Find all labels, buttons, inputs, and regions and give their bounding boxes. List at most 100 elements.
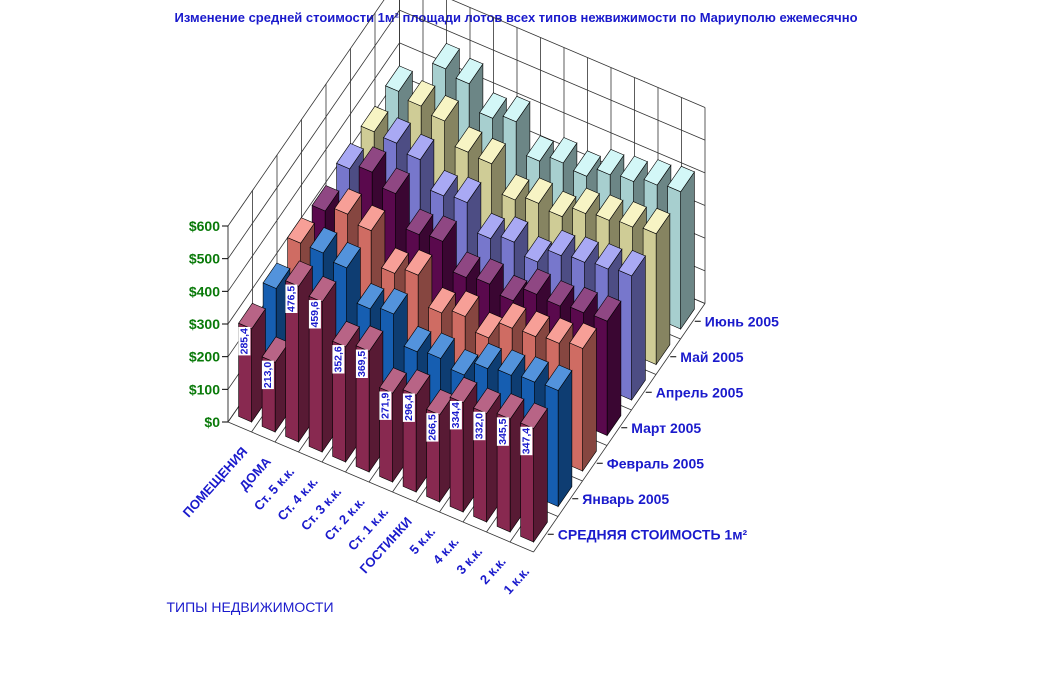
bar-top-face	[501, 174, 530, 201]
bar-top-face	[454, 126, 483, 153]
bar-top-face	[358, 146, 387, 173]
bar-top-face	[262, 262, 291, 289]
bar-top-face	[402, 369, 431, 396]
bar-top-face	[428, 287, 456, 314]
bar-top-face	[430, 170, 458, 197]
bar-top-face	[333, 242, 361, 269]
bar-top-face	[573, 150, 601, 177]
bar-top-face	[449, 376, 478, 404]
data-label-bg	[426, 413, 439, 442]
series-label: Апрель 2005	[656, 384, 744, 400]
bar-top-face	[547, 229, 576, 257]
bar-top-face	[429, 215, 457, 242]
bar-top-face	[360, 105, 389, 133]
bar	[618, 250, 646, 401]
data-label-bg	[308, 300, 321, 329]
data-label-bg	[449, 400, 462, 430]
data-label-bg	[520, 426, 533, 456]
bar-top-face	[381, 247, 409, 274]
bar-side-face	[582, 327, 597, 472]
bar-top-face	[498, 302, 527, 329]
bar	[667, 165, 695, 330]
bar-top-face	[596, 149, 625, 176]
chart-title: Изменение средней стоимости 1м² площади …	[174, 10, 857, 25]
bar	[569, 322, 597, 472]
bar-top-face	[452, 251, 481, 278]
bar-top-face	[594, 243, 623, 270]
bar-side-face	[680, 170, 695, 330]
bar-top-face	[544, 364, 573, 391]
bar-top-face	[548, 190, 577, 218]
data-label: 352,6	[332, 346, 344, 372]
bar-top-face	[476, 258, 504, 285]
bar-top-face	[455, 57, 484, 85]
bar-top-face	[336, 143, 364, 170]
bar-top-face	[357, 204, 386, 232]
gridline	[451, 0, 706, 108]
x-axis-title: ТИПЫ НЕДВИЖИМОСТИ	[166, 599, 333, 615]
bar-top-face	[546, 280, 575, 307]
series-label: Май 2005	[680, 349, 743, 365]
bar-top-face	[238, 302, 266, 330]
y-tick-label: $0	[204, 414, 220, 430]
bar-top-face	[619, 201, 647, 228]
data-label: 334,4	[450, 402, 462, 428]
bar-top-face	[593, 295, 622, 322]
data-label-bg	[379, 391, 392, 420]
bar-top-face	[285, 260, 313, 287]
bar-top-face	[667, 165, 695, 193]
bar-top-face	[643, 159, 672, 186]
series-label: Июнь 2005	[705, 313, 779, 329]
y-tick-label: $300	[189, 316, 220, 332]
bar-top-face	[569, 322, 597, 349]
bar-top-face	[355, 325, 384, 352]
data-label-bg	[496, 417, 509, 446]
bar-top-face	[479, 92, 507, 119]
bar-side-face	[631, 255, 646, 401]
data-label: 266,5	[426, 414, 438, 440]
bar	[496, 393, 525, 533]
bar-top-face	[427, 332, 455, 359]
bar-top-face	[309, 227, 338, 254]
data-label-bg	[402, 393, 415, 422]
series-label: СРЕДНЯЯ СТОИМОСТЬ 1м²	[558, 526, 748, 542]
bar	[544, 364, 573, 508]
y-tick-label: $500	[189, 251, 220, 267]
data-label: 332,0	[473, 413, 485, 439]
bar-top-face	[571, 236, 599, 263]
bar-top-face	[308, 276, 337, 303]
bar-top-face	[526, 135, 554, 162]
data-label: 213,0	[262, 362, 274, 388]
data-label: 285,4	[238, 328, 250, 354]
bar-top-face	[403, 325, 432, 353]
bar-side-face	[533, 407, 548, 543]
gridline	[227, 9, 400, 259]
bar-top-face	[383, 117, 411, 144]
bar-side-face	[606, 300, 622, 437]
bar-top-face	[474, 342, 502, 370]
bar-top-face	[356, 283, 385, 310]
bar-top-face	[287, 217, 315, 244]
series-label: Февраль 2005	[607, 455, 704, 471]
series-label: Март 2005	[631, 420, 701, 436]
bar-top-face	[499, 274, 528, 302]
data-label-bg	[473, 411, 486, 441]
bar	[332, 320, 360, 463]
series-label: Январь 2005	[582, 491, 669, 507]
bar-top-face	[620, 155, 648, 182]
bar-top-face	[453, 176, 482, 203]
bar-top-face	[473, 387, 501, 414]
bar-top-face	[385, 65, 413, 92]
bar-top-face	[595, 194, 624, 221]
bar-top-face	[523, 268, 551, 295]
bar-top-face	[334, 188, 362, 215]
bar	[449, 376, 478, 513]
data-label: 459,6	[309, 301, 321, 327]
bar-side-face	[655, 212, 671, 366]
y-tick-label: $200	[189, 349, 220, 365]
floor-line	[533, 303, 706, 553]
data-label: 345,5	[497, 418, 509, 444]
bar-side-face	[557, 369, 573, 508]
bar	[642, 207, 671, 366]
